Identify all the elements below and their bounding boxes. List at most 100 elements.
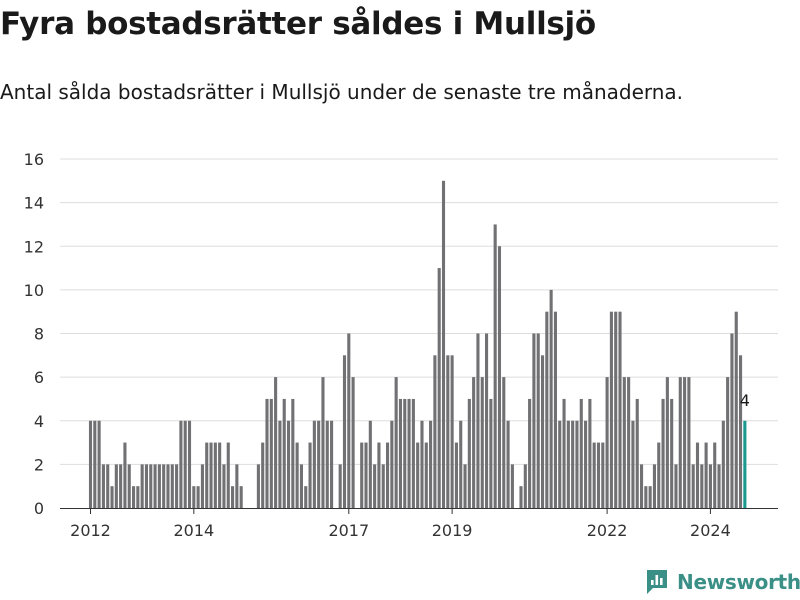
bar (398, 398, 403, 508)
bar (157, 464, 161, 508)
bar (730, 333, 734, 508)
brand-name: Newsworthy (677, 570, 800, 594)
bar (338, 464, 342, 508)
bar (450, 355, 454, 508)
bar (187, 420, 192, 508)
bars (88, 180, 747, 508)
bar (726, 377, 730, 508)
last-value-label: 4 (740, 391, 750, 410)
bar (144, 464, 149, 508)
bar (286, 420, 291, 508)
bar (373, 464, 377, 508)
bar (596, 442, 601, 508)
bar (390, 420, 394, 508)
y-tick-label: 8 (34, 325, 44, 344)
bar (683, 377, 687, 508)
bar (136, 486, 140, 508)
bar (269, 398, 273, 508)
bar (700, 464, 704, 508)
bar (506, 420, 510, 508)
bar (200, 464, 204, 508)
bar (123, 442, 127, 508)
bar (132, 486, 136, 508)
bar (639, 464, 644, 508)
bar (282, 398, 286, 508)
bar (739, 355, 743, 508)
bar (536, 333, 540, 508)
bar (368, 420, 372, 508)
grid-lines (60, 158, 778, 465)
x-tick-label: 2017 (328, 521, 369, 540)
x-tick-label: 2012 (70, 521, 111, 540)
bar (661, 398, 665, 508)
highlighted-bar (743, 420, 747, 508)
bar (213, 442, 217, 508)
bar (631, 420, 635, 508)
bar (657, 442, 661, 508)
bar (618, 311, 622, 508)
bar (609, 311, 613, 508)
bar (347, 333, 351, 508)
bar (614, 311, 618, 508)
bar (97, 420, 101, 508)
bar (467, 398, 471, 508)
bar (222, 464, 226, 508)
bar (558, 420, 562, 508)
y-tick-label: 6 (34, 368, 44, 387)
x-axis-labels: 2012 2014 2017 2019 2022 2024 (70, 508, 731, 540)
bar (601, 442, 605, 508)
bar (519, 486, 523, 508)
bar (678, 377, 682, 508)
bar (256, 464, 260, 508)
bar (472, 377, 476, 508)
bar (403, 398, 407, 508)
bar (261, 442, 265, 508)
bar (226, 442, 230, 508)
bar (114, 464, 118, 508)
bar (377, 442, 381, 508)
bar (342, 355, 347, 508)
x-tick-label: 2024 (690, 521, 731, 540)
bar (317, 420, 321, 508)
bar (416, 442, 420, 508)
bar (110, 486, 114, 508)
bar (433, 355, 437, 508)
y-tick-label: 16 (24, 150, 44, 169)
bar (278, 420, 282, 508)
bar (364, 442, 368, 508)
bar (532, 333, 536, 508)
bar (674, 464, 678, 508)
bar (394, 377, 398, 508)
newsworthy-logo: Newsworthy (645, 568, 800, 596)
bar (183, 420, 187, 508)
bar (584, 420, 588, 508)
bar (502, 377, 506, 508)
x-tick-label: 2014 (173, 521, 214, 540)
bar (579, 398, 583, 508)
y-tick-label: 10 (24, 281, 44, 300)
bar (407, 398, 411, 508)
bar (93, 420, 97, 508)
bar (528, 398, 532, 508)
bar (644, 486, 648, 508)
chart-title: Fyra bostadsrätter såldes i Mullsjö (0, 6, 596, 42)
bar (704, 442, 708, 508)
bar (437, 268, 441, 508)
y-tick-label: 14 (24, 194, 44, 213)
y-tick-label: 12 (24, 237, 44, 256)
bar (695, 442, 700, 508)
bar (540, 355, 545, 508)
y-axis-labels: 0 2 4 6 8 10 12 14 16 (24, 150, 44, 518)
bar (622, 377, 626, 508)
bar (454, 442, 458, 508)
bar (299, 464, 303, 508)
bar (420, 420, 424, 508)
bar (463, 464, 467, 508)
bar (424, 442, 428, 508)
bar (231, 486, 235, 508)
bar (205, 442, 209, 508)
bar (239, 486, 243, 508)
y-tick-label: 4 (34, 412, 44, 431)
bar (575, 420, 579, 508)
bar (295, 442, 299, 508)
